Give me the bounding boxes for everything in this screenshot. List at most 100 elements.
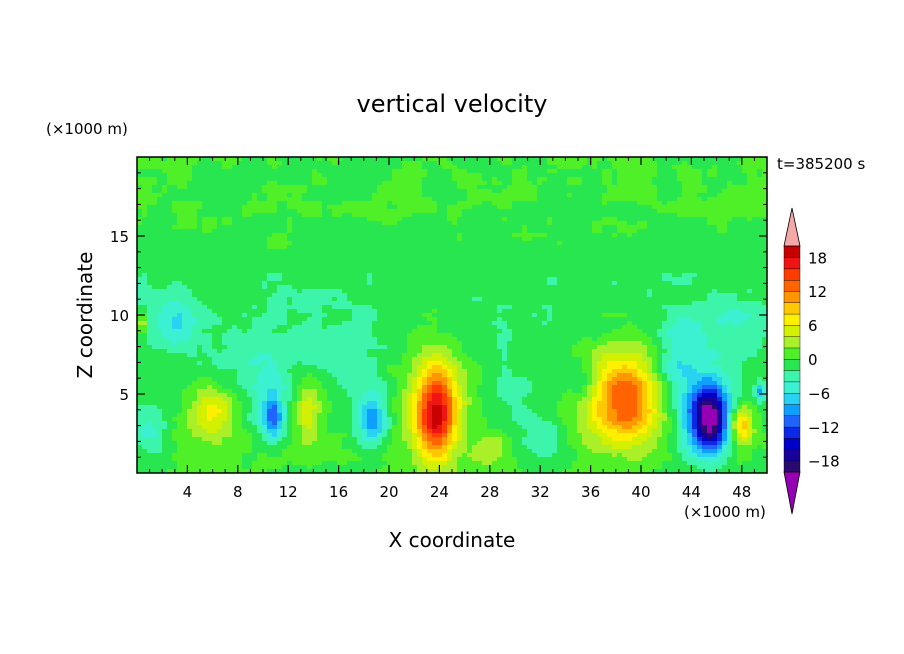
field-cell <box>462 205 468 210</box>
field-cell <box>467 229 473 234</box>
field-cell <box>727 305 733 310</box>
field-cell <box>177 277 183 282</box>
field-cell <box>742 281 748 286</box>
field-cell <box>302 185 308 190</box>
field-cell <box>412 241 418 246</box>
field-cell <box>392 289 398 294</box>
field-cell <box>327 229 333 234</box>
field-cell <box>247 173 253 178</box>
field-cell <box>322 181 328 186</box>
field-cell <box>397 301 403 306</box>
field-cell <box>352 177 358 182</box>
field-cell <box>427 209 433 214</box>
field-cell <box>377 181 383 186</box>
field-cell <box>142 245 148 250</box>
field-cell <box>472 261 478 266</box>
field-cell <box>677 293 683 298</box>
field-cell <box>562 289 568 294</box>
field-cell <box>602 237 608 242</box>
field-cell <box>262 281 268 286</box>
field-cell <box>457 169 463 174</box>
field-cell <box>682 233 688 238</box>
field-cell <box>202 157 208 162</box>
field-cell <box>212 237 218 242</box>
field-cell <box>232 185 238 190</box>
field-cell <box>177 249 183 254</box>
field-cell <box>632 301 638 306</box>
field-cell <box>662 217 668 222</box>
field-cell <box>297 305 303 310</box>
field-cell <box>257 265 263 270</box>
field-cell <box>542 273 548 278</box>
field-cell <box>362 261 368 266</box>
field-cell <box>587 201 593 206</box>
field-cell <box>207 225 213 230</box>
field-cell <box>177 245 183 250</box>
field-cell <box>372 173 378 178</box>
field-cell <box>557 245 563 250</box>
field-cell <box>252 217 258 222</box>
field-cell <box>687 213 693 218</box>
field-cell <box>522 193 528 198</box>
field-cell <box>682 169 688 174</box>
field-cell <box>187 257 193 262</box>
field-cell <box>232 265 238 270</box>
field-cell <box>357 273 363 278</box>
field-cell <box>217 217 223 222</box>
field-cell <box>762 185 767 190</box>
field-cell <box>617 169 623 174</box>
field-cell <box>357 293 363 298</box>
field-cell <box>512 237 518 242</box>
field-cell <box>557 157 563 162</box>
field-cell <box>532 205 538 210</box>
field-cell <box>522 309 528 314</box>
field-cell <box>487 197 493 202</box>
field-cell <box>387 313 393 318</box>
field-cell <box>197 273 203 278</box>
field-cell <box>407 257 413 262</box>
field-cell <box>762 269 767 274</box>
field-cell <box>467 313 473 318</box>
field-cell <box>152 305 158 310</box>
field-cell <box>192 213 198 218</box>
field-cell <box>402 221 408 226</box>
field-cell <box>432 257 438 262</box>
field-cell <box>462 209 468 214</box>
field-cell <box>262 301 268 306</box>
field-cell <box>742 201 748 206</box>
field-cell <box>427 297 433 302</box>
field-cell <box>317 225 323 230</box>
field-cell <box>312 293 318 298</box>
field-cell <box>727 293 733 298</box>
field-cell <box>582 269 588 274</box>
field-cell <box>622 257 628 262</box>
field-cell <box>652 209 658 214</box>
field-cell <box>477 181 483 186</box>
field-cell <box>187 253 193 258</box>
field-cell <box>412 309 418 314</box>
field-cell <box>292 161 298 166</box>
field-cell <box>577 277 583 282</box>
field-cell <box>162 305 168 310</box>
field-cell <box>277 245 283 250</box>
field-cell <box>427 213 433 218</box>
field-cell <box>497 253 503 258</box>
field-cell <box>397 165 403 170</box>
field-cell <box>397 277 403 282</box>
field-cell <box>262 161 268 166</box>
field-cell <box>212 221 218 226</box>
field-cell <box>622 233 628 238</box>
field-cell <box>727 197 733 202</box>
field-cell <box>632 257 638 262</box>
field-cell <box>232 305 238 310</box>
field-cell <box>382 309 388 314</box>
field-cell <box>237 301 243 306</box>
field-cell <box>557 165 563 170</box>
field-cell <box>712 285 718 290</box>
field-cell <box>622 197 628 202</box>
field-cell <box>502 313 508 318</box>
field-cell <box>322 173 328 178</box>
field-cell <box>297 313 303 318</box>
field-cell <box>142 257 148 262</box>
field-cell <box>652 189 658 194</box>
